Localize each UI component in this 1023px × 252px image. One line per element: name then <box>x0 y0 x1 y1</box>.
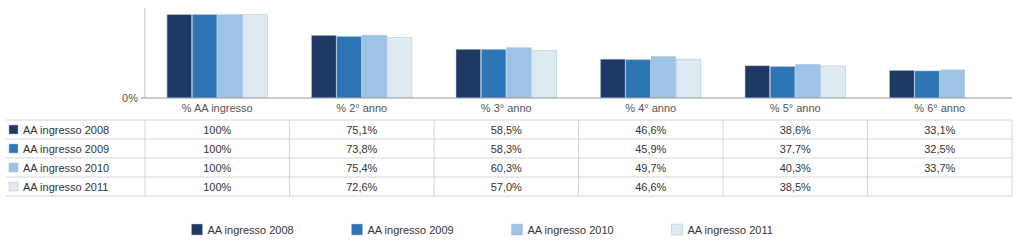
x-tick-label: % 6° anno <box>914 102 965 114</box>
bar <box>507 48 532 98</box>
table-swatch <box>9 182 18 191</box>
bar <box>915 71 940 98</box>
table-rule <box>6 177 1012 178</box>
table-value: 100% <box>203 181 231 193</box>
bar <box>337 37 362 99</box>
table-row-label: AA ingresso 2009 <box>23 143 109 155</box>
table-value: 38,6% <box>780 124 811 136</box>
table-value: 33,7% <box>924 162 955 174</box>
table-value: 40,3% <box>780 162 811 174</box>
table-value: 60,3% <box>491 162 522 174</box>
bar <box>651 57 676 98</box>
table-divider <box>578 120 579 196</box>
table-value: 100% <box>203 143 231 155</box>
data-table: AA ingresso 2008 100% 75,1% 58,5% 46,6% 38,6%… <box>6 120 1012 196</box>
legend-swatch <box>352 224 363 235</box>
y-tick-label: 0% <box>122 92 138 104</box>
table-value: 57,0% <box>491 181 522 193</box>
legend-swatch <box>192 224 203 235</box>
table-value: 58,3% <box>491 143 522 155</box>
table-divider <box>434 120 435 196</box>
bar <box>626 60 651 98</box>
x-tick-label: % 3° anno <box>481 102 532 114</box>
table-swatch <box>9 144 18 153</box>
legend-label: AA ingresso 2009 <box>368 224 454 236</box>
bar <box>770 67 795 98</box>
table-divider <box>289 120 290 196</box>
legend-label: AA ingresso 2010 <box>528 224 614 236</box>
table-value: 45,9% <box>635 143 666 155</box>
chart: 0% % AA ingresso % 2° anno % 3° anno % 4° an… <box>0 0 1023 252</box>
table-divider <box>867 120 868 196</box>
table-rule <box>6 139 1012 140</box>
table-swatch <box>9 125 18 134</box>
table-swatch <box>9 163 18 172</box>
table-value: 100% <box>203 124 231 136</box>
legend-swatch <box>672 224 683 235</box>
legend-label: AA ingresso 2011 <box>688 224 773 236</box>
table-value: 33,1% <box>924 124 955 136</box>
table-divider <box>145 120 146 196</box>
table-value: 100% <box>203 162 231 174</box>
bar <box>192 15 217 98</box>
y-tick <box>141 98 145 99</box>
x-tick-label: % AA ingresso <box>182 102 253 114</box>
bar <box>218 15 243 98</box>
table-value: 75,1% <box>346 124 377 136</box>
bar <box>532 51 557 99</box>
x-tick-label: % 4° anno <box>625 102 676 114</box>
table-value: 73,8% <box>346 143 377 155</box>
table-value: 49,7% <box>635 162 666 174</box>
table-value: 72,6% <box>346 181 377 193</box>
table-rule <box>6 196 1012 197</box>
bar <box>243 15 268 98</box>
table-row-label: AA ingresso 2010 <box>23 162 109 174</box>
bars <box>167 15 965 98</box>
bar <box>745 66 770 98</box>
bar <box>890 70 915 98</box>
table-divider <box>1012 120 1013 196</box>
bar <box>940 70 965 98</box>
bar <box>676 59 701 98</box>
table-value: 37,7% <box>780 143 811 155</box>
bar <box>387 38 412 99</box>
bar <box>167 15 192 98</box>
legend: AA ingresso 2008 AA ingresso 2009 AA ingre… <box>192 224 773 236</box>
bar <box>821 66 846 98</box>
y-axis-line <box>145 8 146 98</box>
table-value: 46,6% <box>635 124 666 136</box>
table-rule <box>6 120 1012 121</box>
legend-label: AA ingresso 2008 <box>208 224 294 236</box>
table-row-label: AA ingresso 2011 <box>23 181 108 193</box>
bar <box>796 64 821 98</box>
table-value: 32,5% <box>924 143 955 155</box>
table-value: 58,5% <box>491 124 522 136</box>
bar <box>601 59 626 98</box>
legend-swatch <box>512 224 523 235</box>
table-divider <box>723 120 724 196</box>
bar <box>456 49 481 98</box>
bar <box>481 49 506 98</box>
x-tick-label: % 5° anno <box>770 102 821 114</box>
bar <box>312 35 337 98</box>
x-axis-line <box>145 98 1012 99</box>
table-row-label: AA ingresso 2008 <box>23 124 109 136</box>
table-rule <box>6 158 1012 159</box>
bar <box>362 35 387 98</box>
table-value: 38,5% <box>780 181 811 193</box>
table-value: 75,4% <box>346 162 377 174</box>
x-tick-label: % 2° anno <box>336 102 387 114</box>
table-value: 46,6% <box>635 181 666 193</box>
